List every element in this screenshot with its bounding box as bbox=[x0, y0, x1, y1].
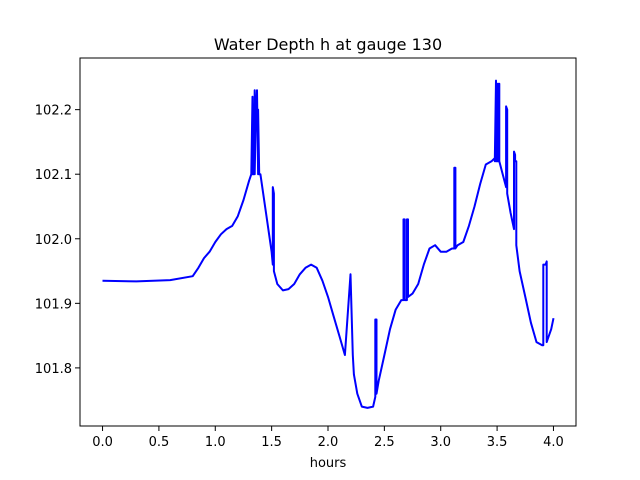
x-tick-label: 4.0 bbox=[543, 435, 564, 450]
x-tick-label: 1.0 bbox=[205, 435, 226, 450]
x-tick-label: 2.0 bbox=[318, 435, 339, 450]
y-tick-label: 101.9 bbox=[35, 297, 72, 312]
x-tick-label: 2.5 bbox=[374, 435, 395, 450]
x-tick-label: 3.0 bbox=[430, 435, 451, 450]
y-axis: 101.8 101.9 102.0 102.1 102.2 bbox=[35, 104, 80, 377]
x-tick-label: 0.0 bbox=[92, 435, 113, 450]
y-tick-label: 102.0 bbox=[35, 233, 72, 248]
y-tick-label: 102.2 bbox=[35, 104, 72, 119]
series-line bbox=[102, 79, 555, 409]
chart-title: Water Depth h at gauge 130 bbox=[214, 35, 442, 54]
y-tick-label: 101.8 bbox=[35, 362, 72, 377]
x-tick-label: 1.5 bbox=[261, 435, 282, 450]
x-tick-label: 3.5 bbox=[487, 435, 508, 450]
x-tick-label: 0.5 bbox=[149, 435, 170, 450]
x-axis: 0.0 0.5 1.0 1.5 2.0 2.5 3.0 3.5 4.0 bbox=[92, 426, 564, 450]
x-axis-label: hours bbox=[310, 456, 347, 471]
y-tick-label: 102.1 bbox=[35, 168, 72, 183]
